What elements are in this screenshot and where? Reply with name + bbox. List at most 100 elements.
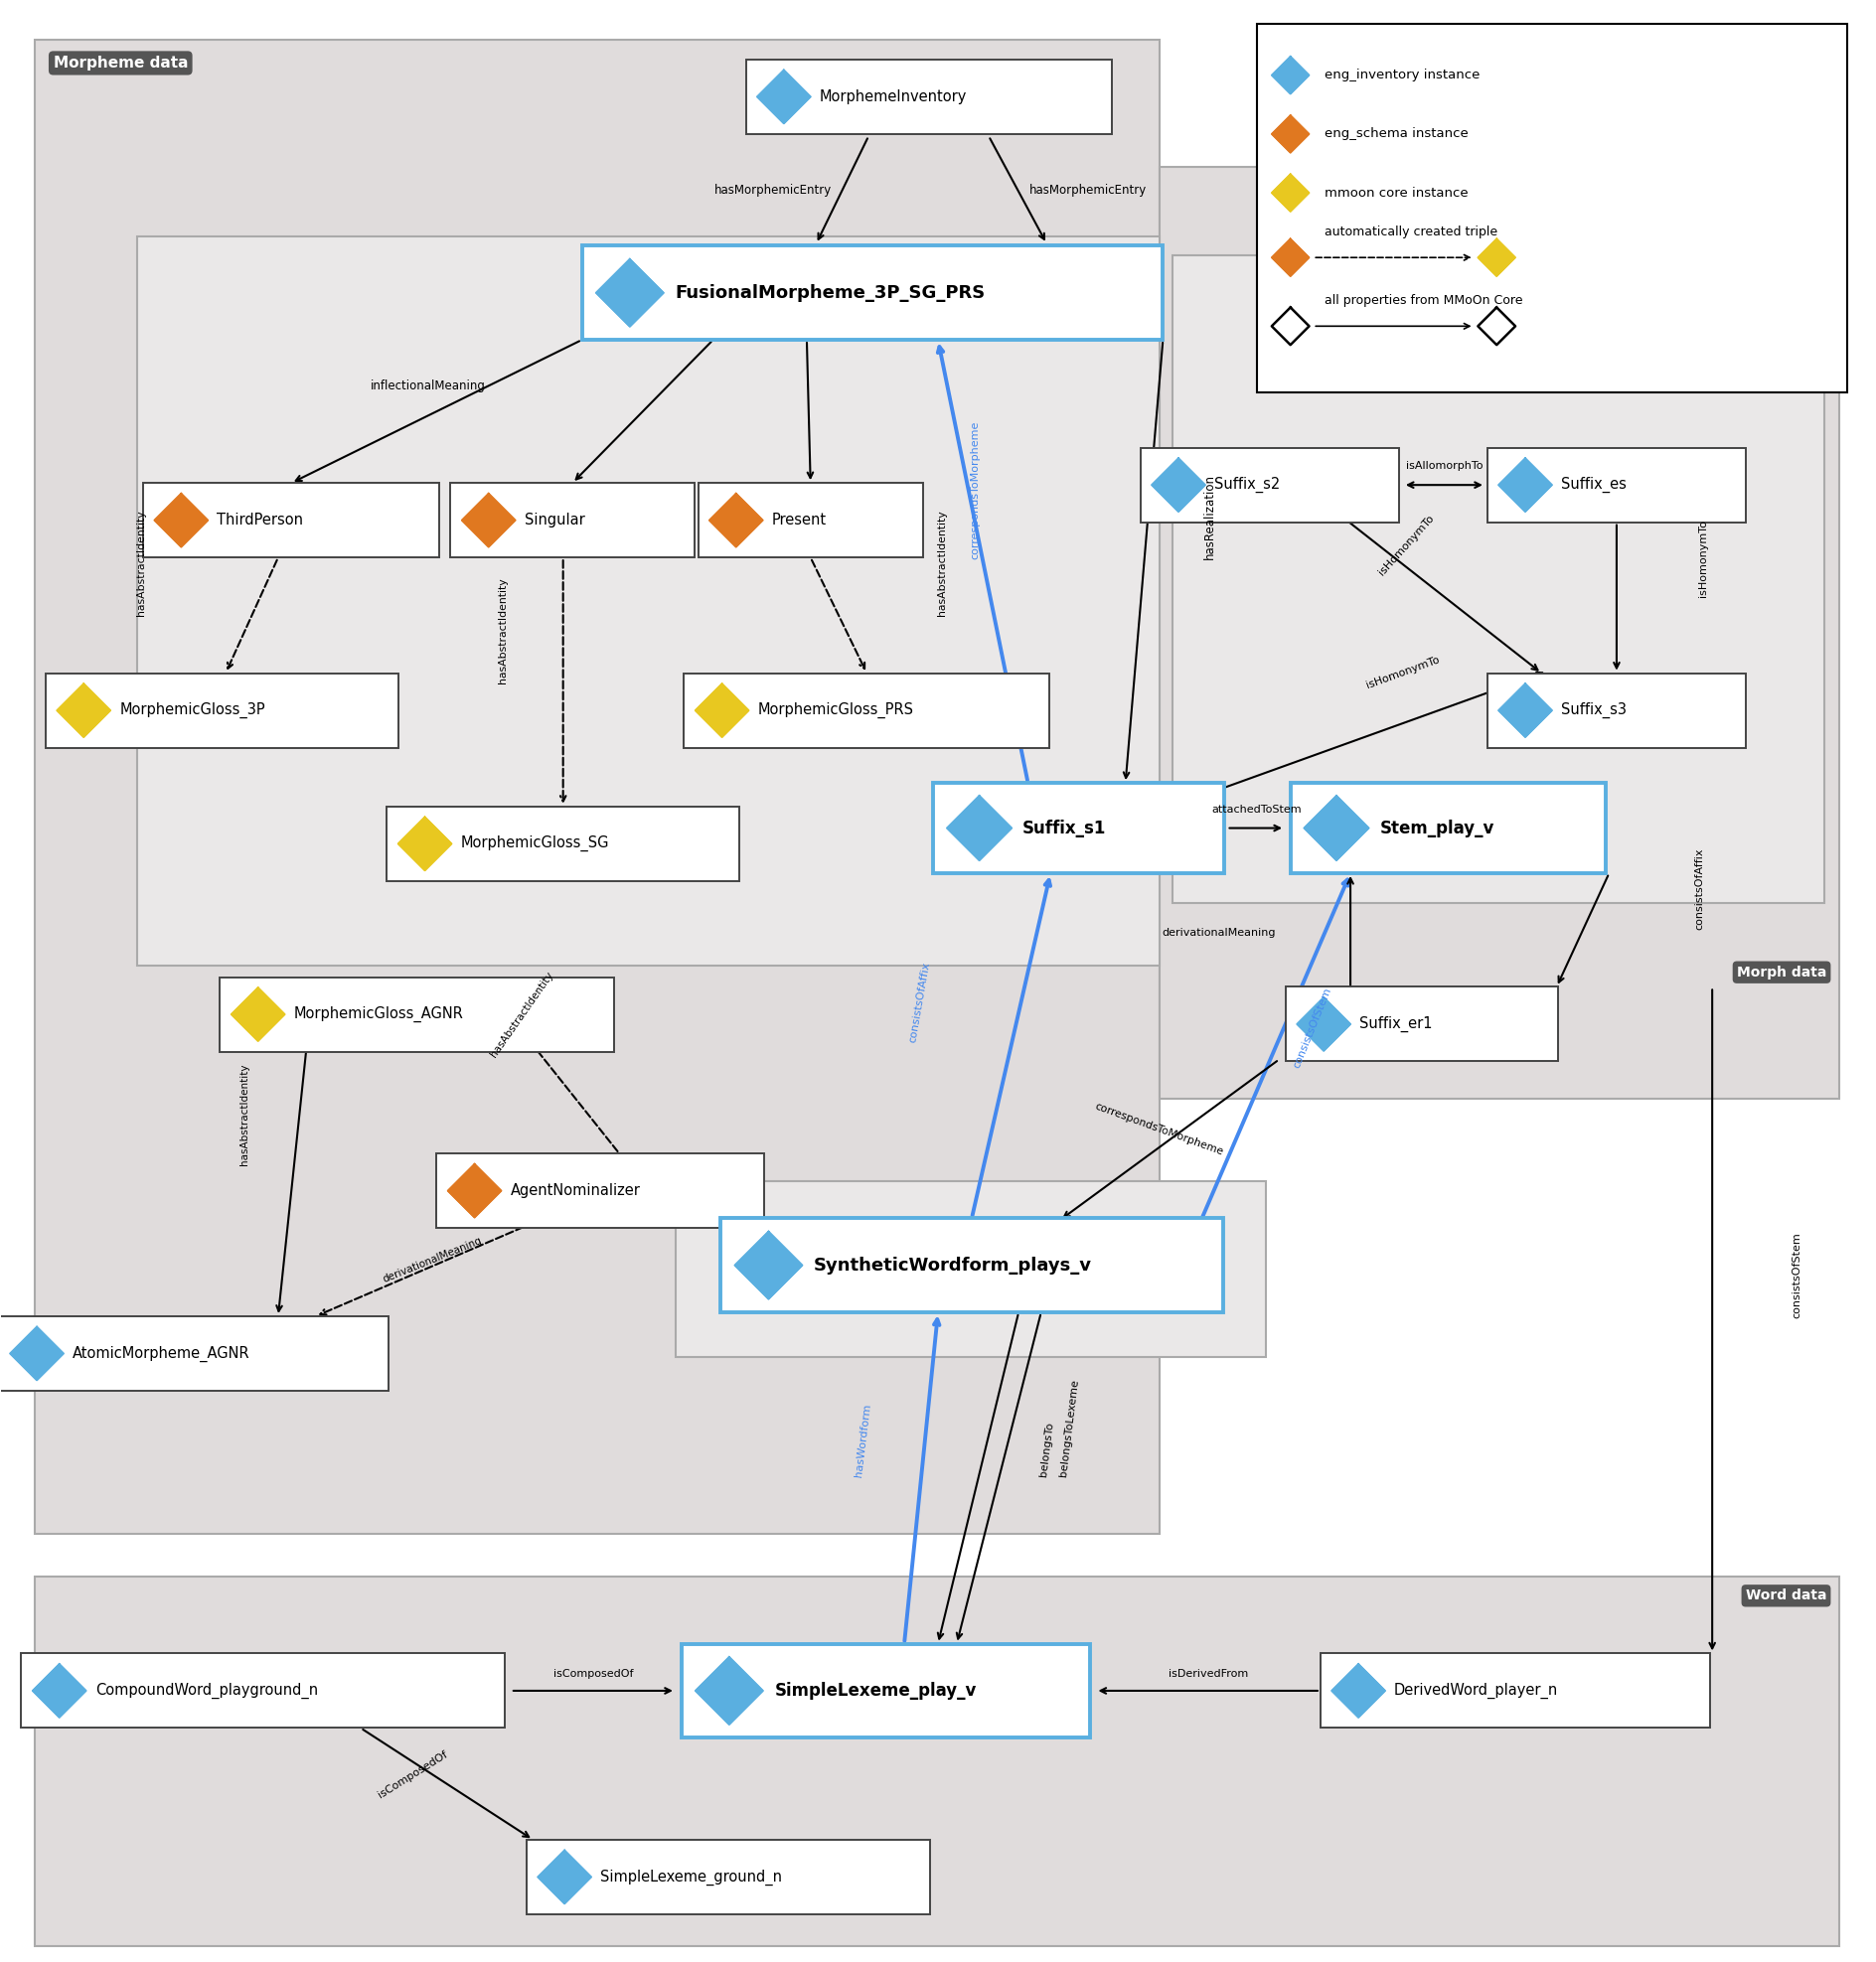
Text: MorphemicGloss_SG: MorphemicGloss_SG [461,836,610,852]
FancyBboxPatch shape [143,483,439,557]
Text: hasAbstractIdentity: hasAbstractIdentity [936,510,947,616]
Text: isComposedOf: isComposedOf [553,1670,632,1679]
Text: mmoon core instance: mmoon core instance [1324,186,1467,200]
Text: hasRealization: hasRealization [1203,475,1216,559]
Polygon shape [56,683,111,738]
Text: hasAbstractIdentity: hasAbstractIdentity [137,510,146,616]
Text: consistsOfAffix: consistsOfAffix [1694,848,1703,930]
Text: DerivedWord_player_n: DerivedWord_player_n [1394,1683,1559,1699]
Text: Present: Present [771,512,827,528]
Polygon shape [1272,116,1309,153]
Polygon shape [1272,175,1309,212]
FancyBboxPatch shape [450,483,694,557]
Text: isHomonymTo: isHomonymTo [1698,520,1707,596]
FancyBboxPatch shape [1321,1654,1711,1729]
Polygon shape [1272,57,1309,94]
Text: belongsToLexeme: belongsToLexeme [1058,1379,1081,1477]
Text: Suffix_er1: Suffix_er1 [1360,1016,1433,1032]
Text: correspondsToMorpheme: correspondsToMorpheme [1094,1101,1225,1158]
Polygon shape [1304,797,1369,861]
Text: isDerivedFrom: isDerivedFrom [1169,1670,1248,1679]
Polygon shape [1152,459,1204,512]
Text: consistsOfAffix: consistsOfAffix [908,961,930,1044]
FancyBboxPatch shape [437,1154,765,1228]
Text: Stem_play_v: Stem_play_v [1379,818,1495,838]
Polygon shape [947,797,1011,861]
Text: correspondsToMorpheme: correspondsToMorpheme [970,422,981,559]
Polygon shape [461,492,516,547]
FancyBboxPatch shape [582,245,1163,339]
Text: ThirdPerson: ThirdPerson [218,512,304,528]
FancyBboxPatch shape [720,1218,1223,1313]
Text: AtomicMorpheme_AGNR: AtomicMorpheme_AGNR [73,1346,250,1362]
Polygon shape [735,1232,803,1299]
FancyBboxPatch shape [527,1840,930,1915]
Text: attachedToStem: attachedToStem [1212,804,1302,814]
Text: consistsOfStem: consistsOfStem [1792,1232,1801,1318]
Polygon shape [758,71,810,124]
Polygon shape [231,987,285,1042]
Polygon shape [696,683,749,738]
FancyBboxPatch shape [1285,987,1557,1061]
Text: SyntheticWordform_plays_v: SyntheticWordform_plays_v [814,1256,1092,1273]
Polygon shape [696,1656,764,1725]
Text: hasAbstractIdentity: hasAbstractIdentity [240,1063,250,1165]
FancyBboxPatch shape [137,235,1159,965]
Text: isAllomorphTo: isAllomorphTo [1405,461,1482,471]
FancyBboxPatch shape [1172,255,1825,903]
FancyBboxPatch shape [934,783,1223,873]
FancyBboxPatch shape [675,1181,1266,1358]
Text: derivationalMeaning: derivationalMeaning [381,1236,482,1285]
Text: hasAbstractIdentity: hasAbstractIdentity [499,577,508,683]
Text: Word data: Word data [1745,1589,1827,1603]
FancyBboxPatch shape [1141,447,1399,522]
Text: MorphemeInventory: MorphemeInventory [820,90,966,104]
Text: consistsOfStem: consistsOfStem [1293,985,1334,1069]
FancyBboxPatch shape [1291,783,1606,873]
Text: MorphemicGloss_PRS: MorphemicGloss_PRS [758,702,914,718]
FancyBboxPatch shape [685,673,1049,748]
Text: hasMorphemicEntry: hasMorphemicEntry [715,184,831,196]
Text: hasWordform: hasWordform [854,1403,872,1477]
Text: SimpleLexeme_ground_n: SimpleLexeme_ground_n [600,1870,782,1885]
Text: hasMorphemicEntry: hasMorphemicEntry [1030,184,1146,196]
Polygon shape [1296,997,1351,1052]
Text: MorphemicGloss_AGNR: MorphemicGloss_AGNR [295,1007,463,1022]
FancyBboxPatch shape [219,977,613,1052]
FancyBboxPatch shape [0,1317,388,1391]
FancyBboxPatch shape [34,39,1159,1534]
FancyBboxPatch shape [1257,24,1848,392]
Polygon shape [597,259,664,328]
FancyBboxPatch shape [21,1654,505,1729]
Text: eng_inventory instance: eng_inventory instance [1324,69,1480,82]
Text: belongsTo: belongsTo [1039,1420,1054,1477]
Text: Morph data: Morph data [1737,965,1827,979]
Text: Suffix_es: Suffix_es [1561,477,1626,492]
FancyBboxPatch shape [386,806,739,881]
Polygon shape [709,492,764,547]
Polygon shape [1272,308,1309,345]
FancyBboxPatch shape [1159,167,1840,1099]
FancyBboxPatch shape [747,59,1111,133]
FancyBboxPatch shape [34,1577,1840,1946]
Polygon shape [538,1850,591,1903]
Polygon shape [1272,239,1309,277]
Text: MorphemicGloss_3P: MorphemicGloss_3P [120,702,265,718]
Text: hasAbstractIdentity: hasAbstractIdentity [488,971,555,1059]
Polygon shape [9,1326,64,1381]
Polygon shape [398,816,452,871]
Text: SimpleLexeme_play_v: SimpleLexeme_play_v [775,1681,976,1699]
Text: derivationalMeaning: derivationalMeaning [1163,928,1276,938]
Polygon shape [1478,308,1516,345]
Text: Singular: Singular [525,512,585,528]
Text: automatically created triple: automatically created triple [1324,226,1497,237]
FancyBboxPatch shape [1488,447,1747,522]
FancyBboxPatch shape [698,483,923,557]
Polygon shape [32,1664,86,1717]
FancyBboxPatch shape [45,673,398,748]
Text: isHomonymTo: isHomonymTo [1366,655,1441,691]
Text: eng_schema instance: eng_schema instance [1324,128,1469,141]
Polygon shape [448,1163,501,1218]
Polygon shape [1478,239,1516,277]
Text: inflectionalMeaning: inflectionalMeaning [371,381,486,392]
